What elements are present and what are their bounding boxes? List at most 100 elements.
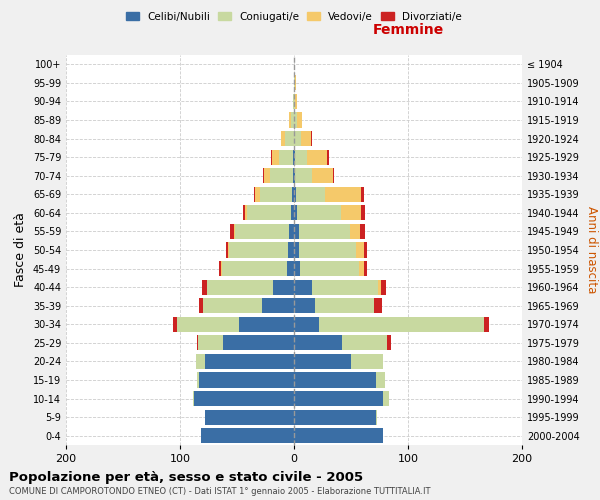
Bar xyxy=(274,280,294,295)
Bar xyxy=(294,410,376,425)
Bar xyxy=(281,131,285,146)
Bar xyxy=(294,428,383,444)
Bar xyxy=(197,335,198,350)
Bar xyxy=(285,131,294,146)
Bar xyxy=(193,391,194,406)
Bar xyxy=(294,168,295,184)
Bar xyxy=(484,316,489,332)
Bar xyxy=(294,372,376,388)
Y-axis label: Anni di nascita: Anni di nascita xyxy=(585,206,598,294)
Bar xyxy=(200,428,294,444)
Bar xyxy=(226,242,228,258)
Bar xyxy=(194,391,294,406)
Bar xyxy=(279,150,293,165)
Bar xyxy=(208,280,274,295)
Bar xyxy=(221,261,222,276)
Bar xyxy=(233,224,235,239)
Bar xyxy=(176,316,239,332)
Bar xyxy=(364,242,367,258)
Text: Popolazione per età, sesso e stato civile - 2005: Popolazione per età, sesso e stato civil… xyxy=(9,471,363,484)
Bar xyxy=(205,410,294,425)
Bar xyxy=(295,150,307,165)
Bar xyxy=(298,112,302,128)
Bar xyxy=(199,298,203,314)
Bar xyxy=(263,168,265,184)
Bar xyxy=(379,280,380,295)
Bar xyxy=(239,316,294,332)
Bar xyxy=(294,224,299,239)
Bar xyxy=(294,112,298,128)
Bar xyxy=(295,168,312,184)
Text: Femmine: Femmine xyxy=(373,24,443,38)
Bar xyxy=(295,75,296,90)
Text: COMUNE DI CAMPOROTONDO ETNEO (CT) - Dati ISTAT 1° gennaio 2005 - Elaborazione TU: COMUNE DI CAMPOROTONDO ETNEO (CT) - Dati… xyxy=(9,488,431,496)
Bar xyxy=(333,168,334,184)
Bar xyxy=(383,391,389,406)
Bar xyxy=(222,261,287,276)
Bar xyxy=(219,261,221,276)
Bar xyxy=(229,242,289,258)
Bar xyxy=(298,205,341,220)
Bar xyxy=(376,410,377,425)
Bar xyxy=(270,168,293,184)
Bar xyxy=(230,224,233,239)
Bar xyxy=(203,298,262,314)
Bar xyxy=(292,186,294,202)
Bar xyxy=(350,224,360,239)
Bar xyxy=(307,150,327,165)
Bar xyxy=(351,354,383,369)
Bar xyxy=(294,280,312,295)
Bar xyxy=(287,261,294,276)
Bar xyxy=(356,242,364,258)
Bar xyxy=(265,168,270,184)
Bar xyxy=(196,354,205,369)
Bar xyxy=(294,242,299,258)
Bar xyxy=(312,168,333,184)
Bar xyxy=(294,298,314,314)
Bar xyxy=(294,94,295,109)
Bar xyxy=(299,242,356,258)
Bar xyxy=(360,224,365,239)
Bar xyxy=(296,186,325,202)
Bar xyxy=(272,150,279,165)
Bar xyxy=(293,150,294,165)
Bar xyxy=(388,335,391,350)
Y-axis label: Fasce di età: Fasce di età xyxy=(14,212,27,288)
Bar xyxy=(314,298,374,314)
Bar xyxy=(290,205,294,220)
Bar xyxy=(327,150,329,165)
Bar xyxy=(294,186,296,202)
Bar xyxy=(205,354,294,369)
Bar xyxy=(289,242,294,258)
Bar xyxy=(293,168,294,184)
Bar xyxy=(289,224,294,239)
Bar xyxy=(312,280,379,295)
Bar xyxy=(301,131,311,146)
Bar xyxy=(311,131,312,146)
Bar xyxy=(294,391,383,406)
Bar xyxy=(361,205,365,220)
Bar xyxy=(197,372,199,388)
Bar xyxy=(376,372,385,388)
Bar xyxy=(359,261,364,276)
Bar xyxy=(198,335,223,350)
Bar xyxy=(223,335,294,350)
Bar xyxy=(294,316,319,332)
Bar xyxy=(341,205,361,220)
Bar xyxy=(380,280,386,295)
Bar xyxy=(294,131,301,146)
Bar xyxy=(294,150,295,165)
Bar xyxy=(235,224,289,239)
Bar xyxy=(374,298,382,314)
Bar xyxy=(228,242,229,258)
Bar xyxy=(294,335,342,350)
Bar xyxy=(254,186,255,202)
Bar xyxy=(325,186,361,202)
Bar xyxy=(299,224,350,239)
Bar xyxy=(361,186,364,202)
Bar xyxy=(245,205,247,220)
Bar xyxy=(199,372,294,388)
Bar xyxy=(271,150,272,165)
Bar xyxy=(173,316,176,332)
Bar xyxy=(247,205,290,220)
